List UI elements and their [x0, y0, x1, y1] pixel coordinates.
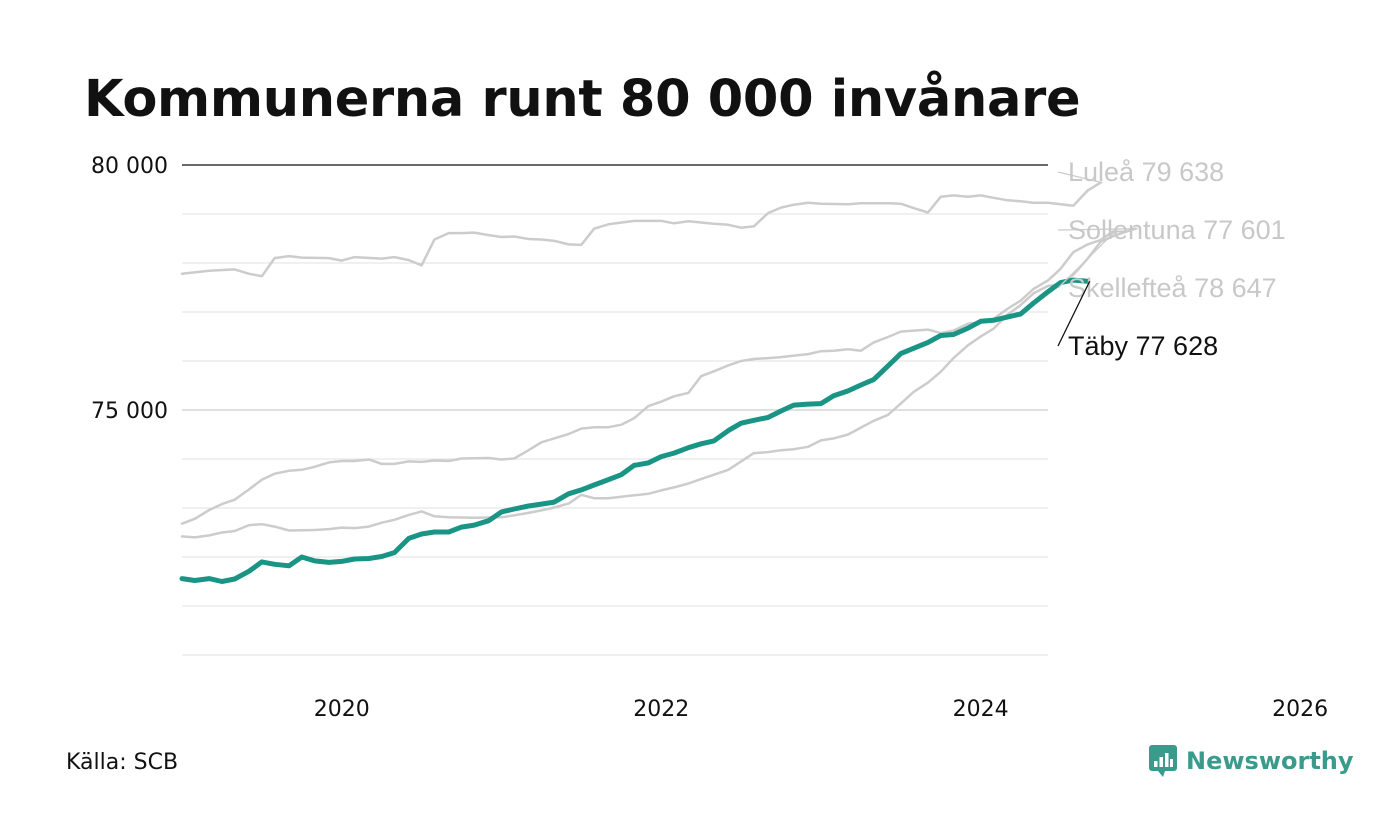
- y-axis-ticks: 75 000 80 000: [91, 154, 168, 424]
- x-tick-label: 2024: [953, 697, 1009, 722]
- series-lines: [179, 181, 1137, 584]
- x-axis-ticks: 2020 2022 2024 2026: [314, 697, 1328, 722]
- leader-line: [1057, 171, 1103, 184]
- series-label: Luleå 79 638: [1068, 157, 1224, 187]
- series-line-skellefteå: [180, 230, 1115, 525]
- leader-line: [1057, 280, 1091, 347]
- series-end-labels: Luleå 79 638 Sollentuna 77 601 Skellefteå …: [1057, 157, 1286, 361]
- newsworthy-chart-icon: [1149, 745, 1177, 777]
- series-label: Sollentuna 77 601: [1068, 215, 1286, 245]
- series-line-sollentuna: [180, 227, 1137, 539]
- series-line-luleå: [180, 181, 1102, 278]
- leader-line: [1057, 228, 1138, 231]
- series-label: Täby 77 628: [1068, 331, 1218, 361]
- brand-name: Newsworthy: [1186, 747, 1354, 775]
- source-note: Källa: SCB: [66, 750, 179, 775]
- newsworthy-logo[interactable]: Newsworthy: [1148, 744, 1354, 778]
- x-tick-label: 2022: [633, 697, 689, 722]
- series-line-täby: [179, 277, 1091, 584]
- x-tick-label: 2026: [1272, 697, 1328, 722]
- y-tick-label: 80 000: [91, 154, 168, 179]
- chart-title: Kommunerna runt 80 000 invånare: [84, 70, 1081, 129]
- gridlines: [182, 164, 1048, 656]
- leader-line: [1057, 230, 1116, 289]
- series-label: Skellefteå 78 647: [1068, 273, 1277, 303]
- x-tick-label: 2020: [314, 697, 370, 722]
- y-tick-label: 75 000: [91, 399, 168, 424]
